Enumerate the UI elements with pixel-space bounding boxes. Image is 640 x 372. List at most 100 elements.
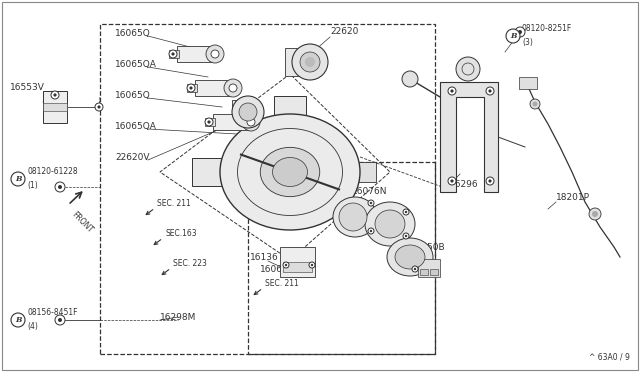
Bar [285, 48, 313, 76]
Circle shape [58, 318, 62, 322]
Circle shape [97, 105, 100, 109]
Circle shape [11, 172, 25, 186]
Ellipse shape [333, 197, 377, 237]
Text: 16553V: 16553V [10, 83, 45, 92]
Circle shape [451, 179, 454, 183]
Bar [356, 162, 376, 182]
Bar [169, 50, 179, 58]
Bar [280, 247, 315, 277]
Circle shape [412, 266, 418, 272]
Bar [187, 84, 197, 92]
Text: ^ 63A0 / 9: ^ 63A0 / 9 [589, 353, 630, 362]
Circle shape [456, 57, 480, 81]
Text: 22620V: 22620V [115, 153, 150, 162]
Text: 16076N: 16076N [352, 187, 387, 196]
Circle shape [247, 118, 255, 126]
Ellipse shape [395, 245, 425, 269]
Bar [43, 103, 67, 111]
Circle shape [53, 93, 56, 97]
Text: 16296: 16296 [450, 180, 479, 189]
Ellipse shape [339, 203, 367, 231]
Bar [192, 158, 222, 186]
Circle shape [370, 230, 372, 232]
Circle shape [368, 228, 374, 234]
Bar [418, 259, 440, 277]
Circle shape [368, 200, 374, 206]
Circle shape [402, 71, 418, 87]
Circle shape [229, 84, 237, 92]
Circle shape [532, 102, 538, 106]
Ellipse shape [365, 202, 415, 246]
Circle shape [11, 313, 25, 327]
Circle shape [486, 177, 494, 185]
Circle shape [448, 177, 456, 185]
Circle shape [189, 86, 193, 90]
Text: SEC.163: SEC.163 [165, 230, 196, 238]
Circle shape [283, 262, 289, 268]
Circle shape [311, 264, 313, 266]
Bar [195, 80, 231, 96]
Circle shape [370, 202, 372, 204]
Text: 16136: 16136 [250, 253, 279, 262]
Circle shape [414, 268, 416, 270]
Text: 16298M: 16298M [160, 313, 196, 322]
Bar [519, 77, 537, 89]
Text: 160650B: 160650B [260, 265, 301, 274]
Text: 18201P: 18201P [556, 193, 590, 202]
Text: (1): (1) [27, 181, 38, 190]
Text: B: B [15, 316, 21, 324]
Bar [430, 269, 438, 275]
Ellipse shape [375, 210, 405, 238]
Circle shape [589, 208, 601, 220]
Circle shape [205, 118, 213, 126]
Circle shape [95, 103, 103, 111]
Circle shape [506, 29, 520, 43]
Bar [205, 118, 215, 126]
Text: 16065QA: 16065QA [115, 60, 157, 69]
Bar [43, 91, 67, 123]
Bar [177, 46, 213, 62]
Circle shape [403, 209, 409, 215]
Circle shape [309, 262, 315, 268]
Circle shape [242, 113, 260, 131]
Circle shape [224, 79, 242, 97]
Circle shape [488, 89, 492, 93]
Text: 16065Q: 16065Q [115, 29, 151, 38]
Text: 160650B: 160650B [405, 243, 445, 252]
Circle shape [55, 182, 65, 192]
Circle shape [187, 84, 195, 92]
Text: 08156-8451F: 08156-8451F [27, 308, 77, 317]
Bar [283, 262, 312, 272]
Circle shape [300, 52, 320, 72]
Circle shape [55, 315, 65, 325]
Circle shape [206, 45, 224, 63]
Circle shape [305, 57, 315, 67]
Text: 22620: 22620 [330, 27, 358, 36]
Text: SEC. 211: SEC. 211 [265, 279, 299, 289]
Circle shape [451, 89, 454, 93]
Circle shape [405, 235, 407, 237]
Circle shape [405, 211, 407, 213]
Ellipse shape [220, 114, 360, 230]
Bar [100, 24, 435, 354]
Circle shape [232, 96, 264, 128]
Ellipse shape [260, 147, 320, 197]
Circle shape [403, 233, 409, 239]
Bar [274, 96, 306, 118]
Bar [420, 269, 428, 275]
Circle shape [448, 87, 456, 95]
Circle shape [518, 30, 522, 34]
Circle shape [211, 50, 219, 58]
Text: FRONT: FRONT [70, 210, 95, 235]
Circle shape [486, 87, 494, 95]
Text: 16065Q: 16065Q [115, 91, 151, 100]
Circle shape [169, 50, 177, 58]
Ellipse shape [387, 238, 433, 276]
Circle shape [515, 27, 525, 37]
Circle shape [207, 121, 211, 124]
Circle shape [488, 179, 492, 183]
Circle shape [58, 185, 62, 189]
Text: 08120-8251F: 08120-8251F [522, 24, 572, 33]
Text: 16065QA: 16065QA [115, 122, 157, 131]
Text: (4): (4) [27, 322, 38, 331]
